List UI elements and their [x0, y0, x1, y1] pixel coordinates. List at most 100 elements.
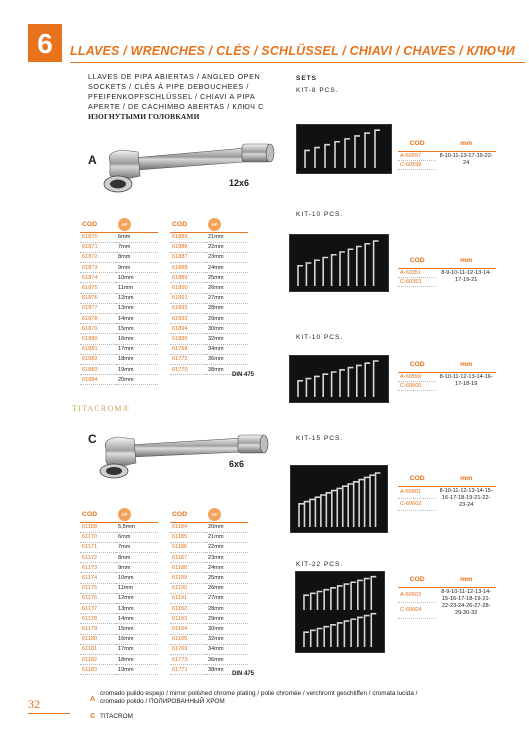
- finish-c-letter: C: [90, 713, 96, 720]
- kit-code: C-60602: [398, 498, 437, 511]
- size-value: 7mm: [116, 242, 158, 253]
- table-row: 61182 18mm: [80, 654, 158, 666]
- product-code: 61180: [80, 634, 116, 645]
- table-row: 61879 15mm: [80, 323, 158, 335]
- kit-sizes: 8-9-10-11-12-13-14-17-19-21: [441, 270, 492, 284]
- table-row: 61891 27mm: [170, 293, 248, 304]
- table-row: 61875 11mm: [80, 282, 158, 294]
- kit-wrench-shape: [350, 618, 357, 647]
- size-value: 36mm: [206, 654, 248, 666]
- product-a-size: 12x6: [229, 178, 250, 188]
- size-value: 23mm: [206, 552, 248, 564]
- code-column-header: COD: [80, 508, 116, 523]
- size-value: 34mm: [206, 344, 248, 355]
- table-row: 61893 29mm: [170, 313, 248, 325]
- product-code: 61895: [170, 333, 206, 345]
- kit-wrench-shape: [374, 129, 380, 168]
- product-code: 61892: [170, 303, 206, 315]
- kit-wrench-shape: [352, 481, 359, 527]
- product-code: 61189: [170, 572, 206, 584]
- kit-wrench-shape: [330, 253, 337, 286]
- kit-code-table: COD mm A-60601 8-10-11-12-13-14-15-16-17-…: [398, 472, 496, 511]
- size-value: 32mm: [206, 634, 248, 645]
- size-value: 28mm: [206, 303, 248, 315]
- kit-wrench-shape: [357, 616, 363, 647]
- table-header-row: COD AF: [170, 508, 248, 523]
- kit-wrench-shape: [303, 500, 310, 527]
- chapter-number-box: 6: [28, 24, 62, 62]
- size-value: 21mm: [206, 232, 248, 243]
- kit-wrench-shape: [314, 259, 320, 286]
- product-code: 61170: [80, 532, 116, 543]
- table-row: 61874 10mm: [80, 272, 158, 284]
- table-row: 61881 17mm: [80, 344, 158, 355]
- kit-wrench-shape: [304, 149, 310, 168]
- table-row: 61871 7mm: [80, 242, 158, 253]
- product-code: 61177: [80, 603, 116, 615]
- product-code: 61174: [80, 572, 116, 584]
- table-row: 61173 9mm: [80, 562, 158, 574]
- kit-code-table: COD mm A-60599 8-10-11-12-13-14-16-17-18-…: [398, 358, 496, 391]
- size-value: 17mm: [116, 344, 158, 355]
- kit-wrench-shape: [314, 375, 320, 397]
- product-code: 61773: [170, 654, 206, 666]
- table-row: 61768 34mm: [170, 344, 248, 355]
- size-value: 28mm: [206, 603, 248, 615]
- size-value: 13mm: [116, 303, 158, 315]
- kit-wrench-shape: [358, 478, 365, 527]
- kit-wrench-shape: [309, 629, 316, 647]
- size-value: 8mm: [116, 552, 158, 564]
- product-code: 61894: [170, 323, 206, 335]
- product-code: 61881: [80, 344, 116, 355]
- description-line: PFEIFENKOPFSCHLÜSSEL / CHIAVI A PIPA: [88, 92, 256, 101]
- code-column-header: COD: [398, 573, 437, 588]
- product-code: 61884: [80, 374, 116, 386]
- table-row: 61884 20mm: [80, 374, 158, 386]
- kit-code: A-60597: [398, 151, 437, 161]
- mm-column-header: mm: [436, 137, 496, 152]
- table-row: 61180 16mm: [80, 634, 158, 645]
- table-row: 61890 26mm: [170, 282, 248, 294]
- size-value: 11mm: [116, 282, 158, 294]
- table-row: 61889 25mm: [170, 272, 248, 284]
- table-row: 61878 14mm: [80, 313, 158, 325]
- product-code: 61871: [80, 242, 116, 253]
- kit-wrench-shape: [298, 503, 304, 527]
- table-row: C-60602: [398, 498, 496, 511]
- kit-code: C-60598: [398, 160, 437, 170]
- product-code: 61195: [170, 634, 206, 645]
- product-code: 61771: [170, 664, 206, 676]
- size-value: 27mm: [206, 593, 248, 605]
- product-c-size: 6x6: [229, 459, 245, 469]
- table-row: 61194 30mm: [170, 623, 248, 635]
- kit-code: C-60600: [398, 381, 437, 391]
- product-code: 61183: [80, 664, 116, 676]
- size-value: 12mm: [116, 293, 158, 304]
- table-row: 61888 24mm: [170, 262, 248, 274]
- table-row: 61188 24mm: [170, 562, 248, 574]
- size-value: 7mm: [116, 542, 158, 554]
- af-column-header: AF: [206, 508, 248, 523]
- kit-15-pcs-image: [290, 465, 388, 533]
- mm-column-header: mm: [436, 472, 496, 487]
- kit-label: KIT-15 PCS.: [296, 435, 344, 442]
- page-title: LLAVES / WRENCHES / CLÉS / SCHLÜSSEL / C…: [70, 44, 515, 58]
- product-code: 61893: [170, 313, 206, 325]
- kit-wrench-shape: [339, 369, 345, 397]
- product-code: 61186: [170, 542, 206, 554]
- table-row: 61883 19mm: [80, 364, 158, 376]
- description-line: APERTE / DE CACHIMBO ABERTAS / КЛЮЧ С: [88, 102, 264, 111]
- din-standard-c: DIN 475: [232, 671, 255, 677]
- product-code: 61876: [80, 293, 116, 304]
- kit-wrench-shape: [363, 614, 370, 647]
- kit-wrench-shape: [297, 264, 303, 286]
- table-row: 61189 25mm: [170, 572, 248, 584]
- af-column-header: AF: [116, 508, 158, 523]
- kit-wrench-shape: [336, 585, 343, 610]
- size-value: 9mm: [116, 562, 158, 574]
- kit-wrench-shape: [374, 472, 381, 527]
- kit-sizes: 8-10-11-12-13-14-16-17-18-19: [439, 374, 493, 388]
- size-value: 10mm: [116, 272, 158, 284]
- size-value: 18mm: [116, 354, 158, 365]
- kit-wrench-shape: [309, 592, 316, 610]
